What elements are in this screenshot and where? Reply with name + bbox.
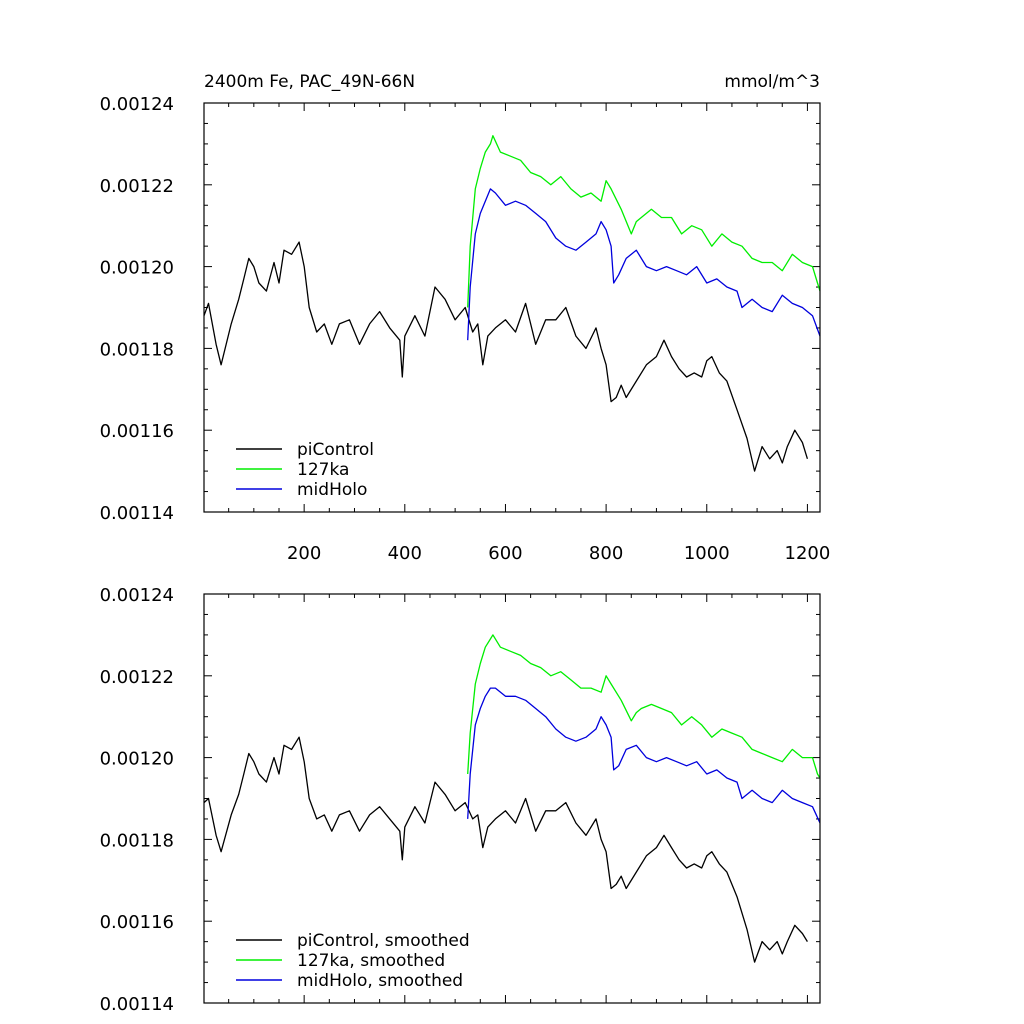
bottom-y-tick-label: 0.00118 (100, 830, 174, 851)
bottom-y-tick-label: 0.00116 (100, 912, 174, 933)
bottom-y-tick-label: 0.00120 (100, 749, 174, 770)
top-panel-frame (203, 102, 821, 513)
top-y-tick-label: 0.00122 (100, 176, 174, 197)
top-panel-series (203, 135, 821, 472)
top-x-tick-label: 1000 (684, 543, 730, 564)
top-series-line-1 (467, 135, 821, 308)
bottom-series-line-0 (203, 736, 808, 963)
top-legend-label-1: 127ka (297, 460, 349, 480)
bottom-panel-tick-labels: 0.00114 0.00116 0.00118 0.00120 0.00122 0.001… (100, 585, 174, 1015)
bottom-legend-label-0: piControl, smoothed (297, 931, 470, 951)
top-legend-label-2: midHolo (297, 480, 367, 500)
top-y-tick-label: 0.00120 (100, 258, 174, 279)
top-panel-units: mmol/m^3 (724, 72, 820, 92)
top-y-tick-label: 0.00116 (100, 421, 174, 442)
bottom-series-line-2 (467, 687, 821, 824)
top-series-line-2 (467, 188, 821, 341)
bottom-panel-series (203, 634, 821, 963)
top-series-line-0 (203, 241, 809, 472)
top-legend-label-0: piControl (297, 440, 374, 460)
top-x-tick-label: 600 (488, 543, 522, 564)
bottom-y-tick-label: 0.00124 (100, 585, 174, 606)
top-x-tick-label: 1200 (785, 543, 831, 564)
top-panel-ticks (204, 102, 820, 513)
bottom-panel: 0.00114 0.00116 0.00118 0.00120 0.00122 0.001… (100, 585, 821, 1015)
top-y-tick-label: 0.00118 (100, 339, 174, 360)
bottom-y-tick-label: 0.00114 (100, 994, 174, 1015)
top-x-tick-label: 400 (388, 543, 422, 564)
top-x-tick-label: 200 (287, 543, 321, 564)
top-panel-tick-labels: 200 400 600 800 1000 1200 0.00114 0.00116 0.0011… (100, 94, 831, 564)
top-panel-title: 2400m Fe, PAC_49N-66N (204, 72, 415, 92)
bottom-legend-label-1: 127ka, smoothed (297, 951, 445, 971)
top-y-tick-label: 0.00114 (100, 503, 174, 524)
bottom-y-tick-label: 0.00122 (100, 667, 174, 688)
top-y-tick-label: 0.00124 (100, 94, 174, 115)
bottom-panel-frame (203, 593, 821, 1004)
top-x-tick-label: 800 (589, 543, 623, 564)
bottom-legend-label-2: midHolo, smoothed (297, 971, 463, 991)
bottom-series-line-1 (467, 634, 821, 779)
top-panel: 2400m Fe, PAC_49N-66N mmol/m^3 200 400 600… (100, 72, 831, 564)
